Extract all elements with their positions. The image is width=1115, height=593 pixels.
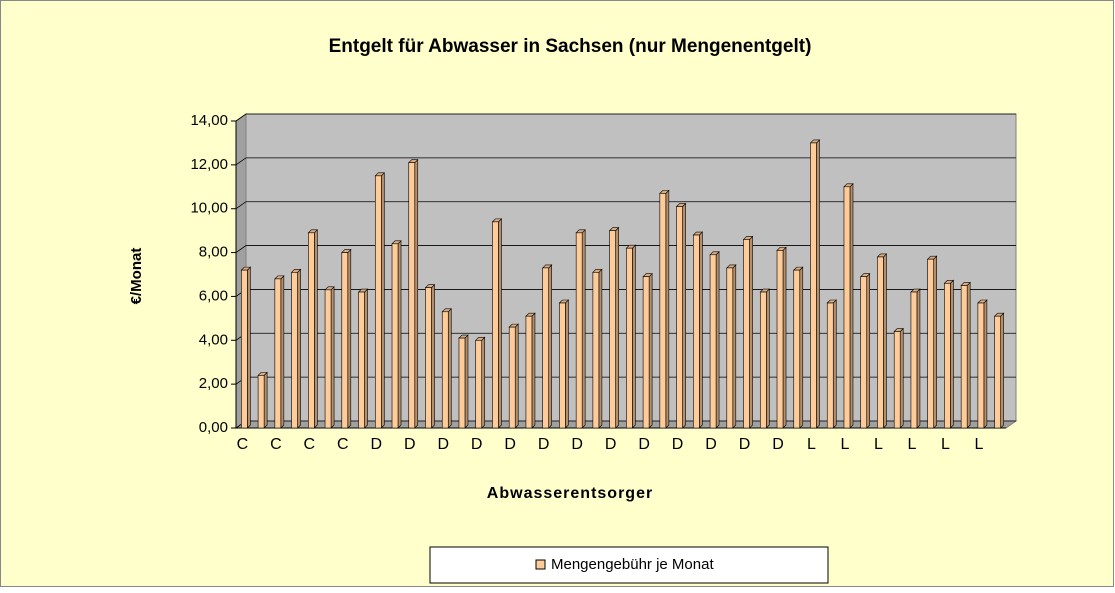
grid-line xyxy=(235,245,1016,253)
grid-line xyxy=(235,201,1016,210)
bar xyxy=(240,266,252,429)
bar xyxy=(491,218,503,429)
bar xyxy=(374,172,386,429)
bar xyxy=(525,312,536,429)
x-axis-title: Abwasserentsorger xyxy=(487,485,653,502)
bar xyxy=(692,231,704,429)
bar xyxy=(993,312,1005,429)
bar xyxy=(391,240,402,429)
bar xyxy=(408,158,419,429)
x-tick-label: L xyxy=(907,436,916,453)
bar xyxy=(357,288,369,429)
legend-swatch xyxy=(535,559,546,570)
bar xyxy=(776,246,787,429)
x-tick-label: L xyxy=(974,436,983,453)
x-tick-label: L xyxy=(807,436,816,453)
x-tick-label: D xyxy=(538,436,550,453)
legend-label: Mengengebühr je Monat xyxy=(551,556,714,573)
x-tick-label: D xyxy=(371,436,383,453)
bar xyxy=(709,251,720,429)
x-tick-label: D xyxy=(571,436,583,453)
bar xyxy=(943,279,955,429)
x-tick-label: C xyxy=(337,436,349,453)
bar xyxy=(809,139,821,429)
bar xyxy=(659,189,670,429)
y-tick-label: 12,00 xyxy=(190,156,228,173)
x-tick-label: D xyxy=(772,436,784,453)
chart-title: Entgelt für Abwasser in Sachsen (nur Men… xyxy=(329,36,812,57)
bar xyxy=(642,272,653,429)
bar xyxy=(575,229,586,429)
bar xyxy=(625,244,637,429)
x-tick-label: L xyxy=(941,436,950,453)
legend xyxy=(429,546,829,584)
x-tick-label: C xyxy=(304,436,316,453)
bar xyxy=(926,255,938,429)
bar xyxy=(307,229,319,429)
x-tick-label: C xyxy=(270,436,282,453)
bar xyxy=(274,275,285,429)
bar xyxy=(759,288,771,429)
bar xyxy=(424,283,436,429)
x-tick-label: D xyxy=(404,436,416,453)
bar xyxy=(474,336,486,429)
y-tick-label: 8,00 xyxy=(199,244,228,261)
bar xyxy=(324,286,335,429)
bar xyxy=(257,371,268,429)
grid-line xyxy=(235,113,1016,122)
bar xyxy=(893,327,904,429)
bar xyxy=(726,264,737,429)
bar xyxy=(876,253,888,429)
bar xyxy=(859,272,871,429)
y-tick-label: 14,00 xyxy=(190,112,228,129)
y-axis-title: €/Monat xyxy=(128,248,145,305)
bar xyxy=(441,308,452,429)
y-tick-label: 4,00 xyxy=(199,331,228,348)
x-tick-label: L xyxy=(874,436,883,453)
x-tick-label: D xyxy=(739,436,751,453)
x-tick-label: D xyxy=(638,436,650,453)
bar xyxy=(341,248,352,429)
x-tick-label: C xyxy=(237,436,249,453)
x-tick-label: D xyxy=(605,436,617,453)
x-tick-label: D xyxy=(471,436,483,453)
bar xyxy=(793,266,804,429)
x-tick-label: D xyxy=(504,436,516,453)
bar xyxy=(675,202,687,429)
x-tick-label: L xyxy=(841,436,850,453)
y-tick-label: 6,00 xyxy=(199,287,228,304)
bar xyxy=(742,235,754,429)
x-tick-label: D xyxy=(437,436,449,453)
bar xyxy=(458,334,469,429)
grid-line xyxy=(235,157,1016,166)
y-tick-label: 0,00 xyxy=(199,419,228,436)
bar xyxy=(290,268,302,429)
bar xyxy=(910,288,921,429)
bar xyxy=(960,281,971,429)
y-tick-label: 10,00 xyxy=(190,200,228,217)
bar xyxy=(608,226,620,429)
bar xyxy=(592,268,603,429)
bar xyxy=(843,183,854,429)
bar xyxy=(558,299,570,429)
y-tick-label: 2,00 xyxy=(199,375,228,392)
x-tick-label: D xyxy=(672,436,684,453)
bar xyxy=(508,323,519,429)
bar xyxy=(977,299,988,429)
bar xyxy=(826,299,837,429)
bar xyxy=(541,264,553,429)
x-tick-label: D xyxy=(705,436,717,453)
